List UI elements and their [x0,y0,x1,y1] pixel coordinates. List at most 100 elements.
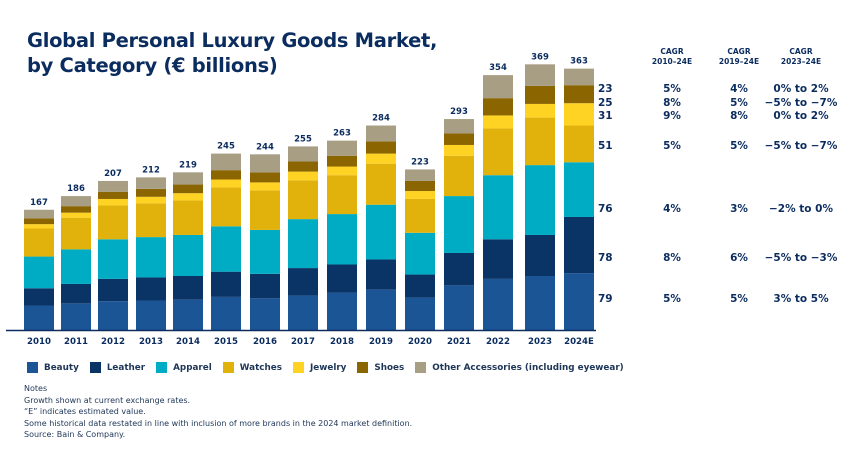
bar-segment-apparel-2016 [250,229,280,274]
cagr-cell: −5% to −7% [764,140,838,152]
note-line: Source: Bain & Company. [24,430,126,439]
legend-label: Watches [239,362,282,373]
segment-label-2024e-beauty: 79 [598,293,613,305]
bar-segment-other-accessories-including-eyewear-2019 [366,125,396,142]
x-tick-label-2023: 2023 [528,337,552,347]
x-tick-label-2020: 2020 [408,337,432,347]
bar-segment-jewelry-2024e [564,103,594,126]
bar-segment-watches-2019 [366,163,396,205]
bar-segment-shoes-2014 [173,184,203,194]
x-tick-label-2010: 2010 [27,337,51,347]
bar-segment-apparel-2022 [483,175,513,240]
chart-legend: Beauty Leather Apparel Watches Jewelry Shoes O… [27,362,635,373]
bar-segment-beauty-2023 [525,276,555,330]
total-label-2019: 284 [372,114,390,124]
bar-segment-shoes-2011 [61,206,91,213]
segment-label-2024e-jewelry: 31 [598,110,613,122]
segment-label-2024e-shoes: 25 [598,97,613,109]
legend-item-apparel: Apparel [156,362,212,373]
bar-segment-watches-2012 [98,205,128,240]
total-label-2024e: 363 [570,57,588,67]
bar-segment-other-accessories-including-eyewear-2013 [136,177,166,189]
cagr-cell: 4% [663,203,681,215]
x-tick-label-2017: 2017 [291,337,315,347]
bar-segment-other-accessories-including-eyewear-2020 [405,169,435,181]
bar-segment-beauty-2014 [173,299,203,330]
legend-item-other-accessories-including-eyewear: Other Accessories (including eyewear) [415,362,624,373]
bar-segment-leather-2011 [61,283,91,304]
total-label-2014: 219 [179,160,197,170]
bar-2024e [564,68,594,330]
bars-group [24,64,594,330]
x-tick-label-2024e: 2024E [564,337,594,347]
legend-item-beauty: Beauty [27,362,79,373]
bar-segment-beauty-2024e [564,273,594,330]
cagr-cell: 9% [663,110,681,122]
x-tick-label-2011: 2011 [64,337,88,347]
bar-segment-other-accessories-including-eyewear-2014 [173,172,203,185]
bar-segment-leather-2019 [366,259,396,290]
bar-segment-other-accessories-including-eyewear-2022 [483,75,513,99]
bar-segment-watches-2013 [136,203,166,238]
total-label-2011: 186 [67,184,85,194]
bar-segment-watches-2016 [250,190,280,230]
bar-segment-apparel-2019 [366,204,396,260]
bar-segment-watches-2018 [327,175,357,215]
cagr-cell: −2% to 0% [769,203,833,215]
bar-segment-other-accessories-including-eyewear-2016 [250,154,280,173]
cagr-cell: 4% [730,83,748,95]
x-tick-label-2012: 2012 [101,337,125,347]
bar-segment-leather-2024e [564,216,594,274]
bar-segment-apparel-2018 [327,214,357,265]
cagr-cell: 8% [730,110,748,122]
bar-segment-leather-2016 [250,273,280,299]
bar-segment-shoes-2018 [327,155,357,167]
bar-segment-jewelry-2017 [288,171,318,181]
x-tick-label-2019: 2019 [369,337,393,347]
bar-segment-jewelry-2021 [444,144,474,156]
legend-item-jewelry: Jewelry [292,362,346,373]
bar-segment-leather-2022 [483,239,513,279]
bar-segment-leather-2020 [405,274,435,298]
x-tick-label-2015: 2015 [214,337,238,347]
bar-2021 [444,119,474,330]
bar-segment-beauty-2015 [211,296,241,330]
bar-segment-other-accessories-including-eyewear-2021 [444,119,474,134]
bar-2020 [405,169,435,330]
bar-segment-jewelry-2011 [61,212,91,218]
legend-swatch-shoes [357,362,369,373]
bar-segment-apparel-2010 [24,256,54,289]
segment-label-2024e-watches: 51 [598,140,613,152]
bar-segment-shoes-2024e [564,85,594,104]
bar-segment-apparel-2011 [61,249,91,284]
cagr-cell: 3% to 5% [773,293,829,305]
segment-label-2024e-apparel: 76 [598,203,613,215]
bar-segment-beauty-2021 [444,285,474,330]
bar-segment-other-accessories-including-eyewear-2023 [525,64,555,86]
legend-swatch-leather [89,362,101,373]
bar-segment-leather-2010 [24,288,54,306]
bar-segment-leather-2014 [173,276,203,300]
cagr-cell: −5% to −7% [764,97,838,109]
bar-2015 [211,153,241,330]
total-labels-group: 167 186 207 212 219 245 244 255 263 284 223 293 354 3… [30,52,588,208]
bar-segment-other-accessories-including-eyewear-2010 [24,209,54,219]
bar-segment-watches-2022 [483,128,513,176]
bar-segment-shoes-2020 [405,180,435,192]
total-label-2020: 223 [411,157,429,167]
legend-item-watches: Watches [222,362,282,373]
cagr-header-2019-24: CAGR 2019–24E [718,47,760,66]
bar-segment-watches-2024e [564,125,594,163]
bar-segment-beauty-2011 [61,303,91,330]
bar-segment-apparel-2020 [405,232,435,275]
legend-item-leather: Leather [89,362,145,373]
total-label-2013: 212 [142,165,160,175]
cagr-header-2010-24: CAGR 2010–24E [651,47,693,66]
x-tick-label-2018: 2018 [330,337,354,347]
note-line: “E” indicates estimated value. [24,407,146,416]
note-line: Growth shown at current exchange rates. [24,395,191,405]
chart-title-line-1: Global Personal Luxury Goods Market, [27,29,438,52]
bar-2017 [288,146,318,330]
bar-2016 [250,154,280,330]
bar-segment-leather-2012 [98,278,128,302]
